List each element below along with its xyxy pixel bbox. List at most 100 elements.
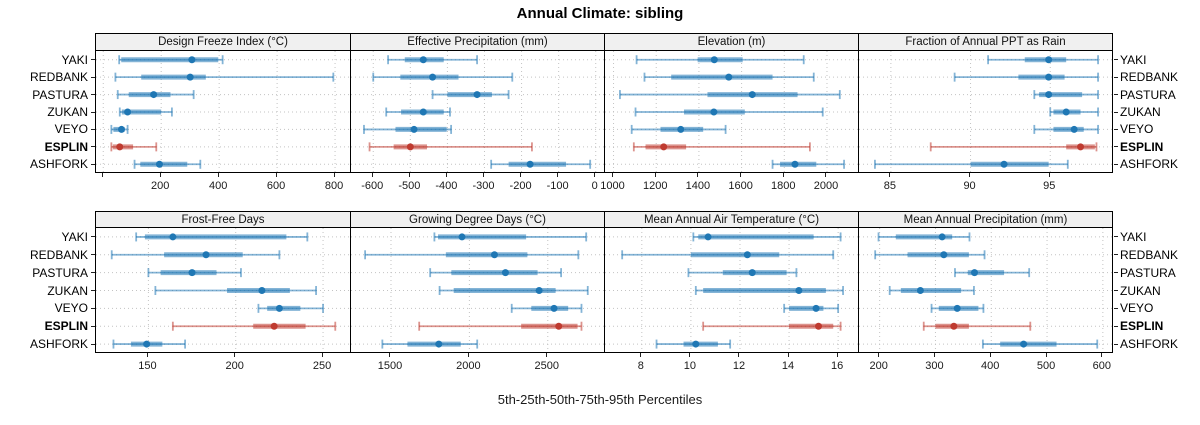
y-tick-mark <box>1114 325 1118 327</box>
panel-strip: Frost-Free Days <box>95 211 350 228</box>
panel-plot <box>350 228 604 353</box>
chart-title: Annual Climate: sibling <box>516 5 684 22</box>
median-dot <box>1077 143 1085 151</box>
y-tick-mark <box>91 94 95 96</box>
median-dot <box>143 340 151 348</box>
y-tick-mark <box>1114 343 1118 345</box>
y-tick-mark <box>91 343 95 345</box>
x-tick-mark <box>520 173 522 177</box>
axis-tick-label: 2000 <box>456 360 481 372</box>
median-dot <box>419 56 427 64</box>
panel-strip: Design Freeze Index (°C) <box>95 33 350 51</box>
x-tick-mark <box>836 353 838 357</box>
median-dot <box>748 269 756 277</box>
site-label: ZUKAN <box>1120 283 1161 298</box>
axis-tick-label: 600 <box>266 180 286 192</box>
x-tick-mark <box>146 353 148 357</box>
axis-tick-label: 16 <box>831 360 844 372</box>
site-label: REDBANK <box>29 70 88 85</box>
x-tick-mark <box>689 353 691 357</box>
median-dot <box>660 143 668 151</box>
median-dot <box>490 251 498 259</box>
median-dot <box>1045 91 1053 99</box>
x-tick-mark <box>408 173 410 177</box>
axis-tick-label: -400 <box>435 180 458 192</box>
x-tick-mark <box>321 353 323 357</box>
panel-svg <box>605 228 858 352</box>
axis-tick-label: 10 <box>683 360 697 372</box>
median-dot <box>501 269 509 277</box>
median-dot <box>124 108 132 116</box>
y-tick-mark <box>1114 76 1118 78</box>
panel-strip: Elevation (m) <box>604 33 858 51</box>
site-label: YAKI <box>61 229 88 244</box>
x-tick-mark <box>787 353 789 357</box>
x-tick-mark <box>889 173 891 177</box>
median-dot <box>473 91 481 99</box>
median-dot <box>458 233 466 241</box>
y-tick-mark <box>1114 128 1118 130</box>
site-label: VEYO <box>1120 122 1154 137</box>
x-tick-mark <box>1045 353 1047 357</box>
axis-tick-label: 600 <box>1092 360 1111 372</box>
median-dot <box>953 304 961 312</box>
x-tick-mark <box>389 353 391 357</box>
site-label: REDBANK <box>1120 70 1179 85</box>
median-dot <box>406 143 414 151</box>
axis-tick-label: -200 <box>509 180 532 192</box>
y-tick-mark <box>91 59 95 61</box>
median-dot <box>155 160 163 168</box>
site-label: ASHFORK <box>29 157 88 172</box>
panel-svg <box>859 228 1112 352</box>
x-tick-mark <box>989 353 991 357</box>
median-dot <box>188 56 196 64</box>
panel-strip: Effective Precipitation (mm) <box>350 33 604 51</box>
x-tick-mark <box>557 173 559 177</box>
site-label: ZUKAN <box>47 105 88 119</box>
y-tick-mark <box>91 236 95 238</box>
axis-tick-label: 0 <box>591 180 598 192</box>
y-tick-mark <box>1114 254 1118 256</box>
x-tick-mark <box>612 173 614 177</box>
median-dot <box>791 160 799 168</box>
panel-plot <box>95 228 350 353</box>
y-tick-mark <box>1114 272 1118 274</box>
site-label: REDBANK <box>1120 247 1179 262</box>
x-tick-mark <box>640 353 642 357</box>
site-label: PASTURA <box>1120 265 1176 280</box>
median-dot <box>435 340 443 348</box>
panel-title: Growing Degree Days (°C) <box>409 213 546 226</box>
median-dot <box>748 91 756 99</box>
axis-tick-label: 200 <box>225 360 244 372</box>
median-dot <box>429 73 437 81</box>
axis-tick-label: 400 <box>208 180 228 192</box>
y-tick-mark <box>1114 111 1118 113</box>
x-tick-mark <box>825 173 827 177</box>
site-label: ESPLIN <box>44 319 88 334</box>
x-tick-mark <box>467 353 469 357</box>
median-dot <box>692 340 700 348</box>
axis-tick-label: 1400 <box>685 180 711 192</box>
median-dot <box>743 251 751 259</box>
axis-tick-label: 95 <box>1043 180 1056 192</box>
x-axis-label: 5th-25th-50th-75th-95th Percentiles <box>497 392 703 407</box>
median-dot <box>410 125 418 133</box>
axis-tick-label: 1600 <box>728 180 753 192</box>
median-dot <box>1020 340 1028 348</box>
y-tick-mark <box>91 272 95 274</box>
axis-tick-label: 1500 <box>377 360 403 372</box>
site-label: ZUKAN <box>47 283 88 298</box>
y-tick-mark <box>91 290 95 291</box>
site-label: ASHFORK <box>1120 157 1179 172</box>
y-tick-mark <box>91 146 95 148</box>
x-tick-mark <box>738 353 740 357</box>
axis-tick-label: -100 <box>546 180 569 192</box>
median-dot <box>275 304 283 312</box>
site-label: ZUKAN <box>1120 105 1161 119</box>
site-label: VEYO <box>54 122 88 137</box>
panel-svg <box>96 51 350 172</box>
median-dot <box>270 322 278 330</box>
axis-tick-label: 2500 <box>534 360 559 372</box>
panel-title: Mean Annual Air Temperature (°C) <box>643 213 820 226</box>
